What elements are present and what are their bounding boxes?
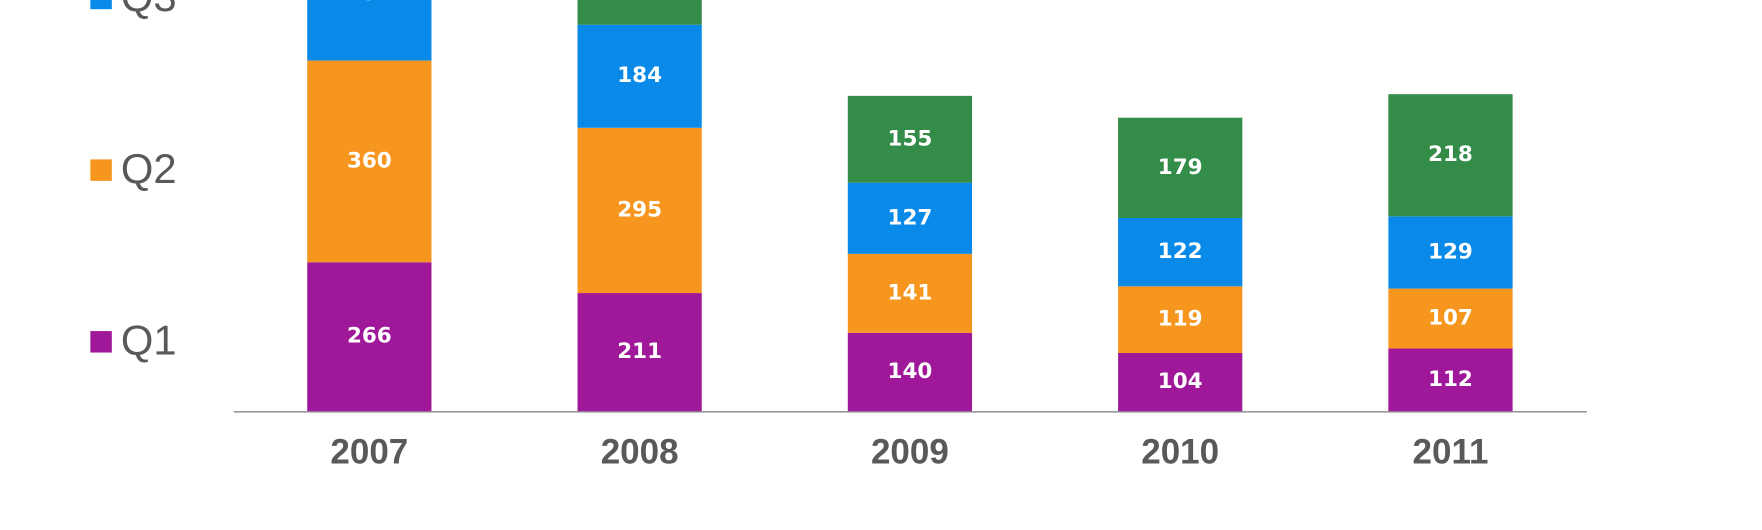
value-label: 107 (1428, 306, 1473, 331)
x-tick-label: 2008 (601, 432, 679, 471)
value-label: 141 (888, 280, 933, 305)
bar-segment (577, 293, 702, 412)
bar-segment (577, 0, 702, 25)
bar-segment (307, 0, 432, 61)
legend-swatch (90, 0, 112, 10)
legend-label: Q1 (121, 317, 177, 364)
legend-label: Q2 (121, 145, 177, 192)
bar-segment (1118, 353, 1243, 412)
bar-segment (847, 182, 973, 254)
value-label: 127 (888, 205, 933, 230)
legend-swatch (90, 331, 112, 353)
bar-segment (1388, 216, 1513, 289)
bar-segment (1118, 217, 1243, 287)
bar-segment (847, 253, 973, 333)
value-label: 155 (888, 126, 933, 151)
x-tick-label: 2011 (1413, 432, 1489, 471)
x-tick-label: 2009 (871, 432, 949, 471)
bar-segment (577, 127, 702, 294)
value-label: 119 (1158, 307, 1203, 332)
bar-segment (847, 95, 973, 183)
bar-segment (307, 60, 432, 263)
value-label: 211 (617, 339, 662, 364)
bar-segment (847, 332, 973, 412)
value-label: 140 (888, 359, 933, 384)
bar-segment (1388, 348, 1513, 412)
value-label: 122 (1158, 239, 1203, 264)
value-label: 179 (1158, 155, 1203, 180)
legend-label: Q3 (121, 0, 177, 20)
value-label: 218 (1428, 142, 1473, 167)
value-label: 295 (617, 197, 662, 222)
value-label: 237 (347, 0, 392, 6)
bar-segment (577, 24, 702, 128)
value-label: 129 (1428, 239, 1473, 264)
bar-segment (1118, 117, 1243, 218)
value-label: 360 (347, 148, 392, 173)
bar-segment (307, 262, 432, 412)
bar-segment (1118, 286, 1243, 354)
bar-segment (1388, 288, 1513, 349)
value-label: 266 (347, 324, 392, 349)
legend-swatch (90, 159, 112, 181)
x-tick-label: 2010 (1141, 432, 1219, 471)
bar-segment (1388, 94, 1513, 217)
value-label: 112 (1428, 367, 1473, 392)
x-tick-label: 2007 (330, 432, 408, 471)
value-label: 104 (1158, 369, 1203, 394)
value-label: 184 (617, 63, 662, 88)
